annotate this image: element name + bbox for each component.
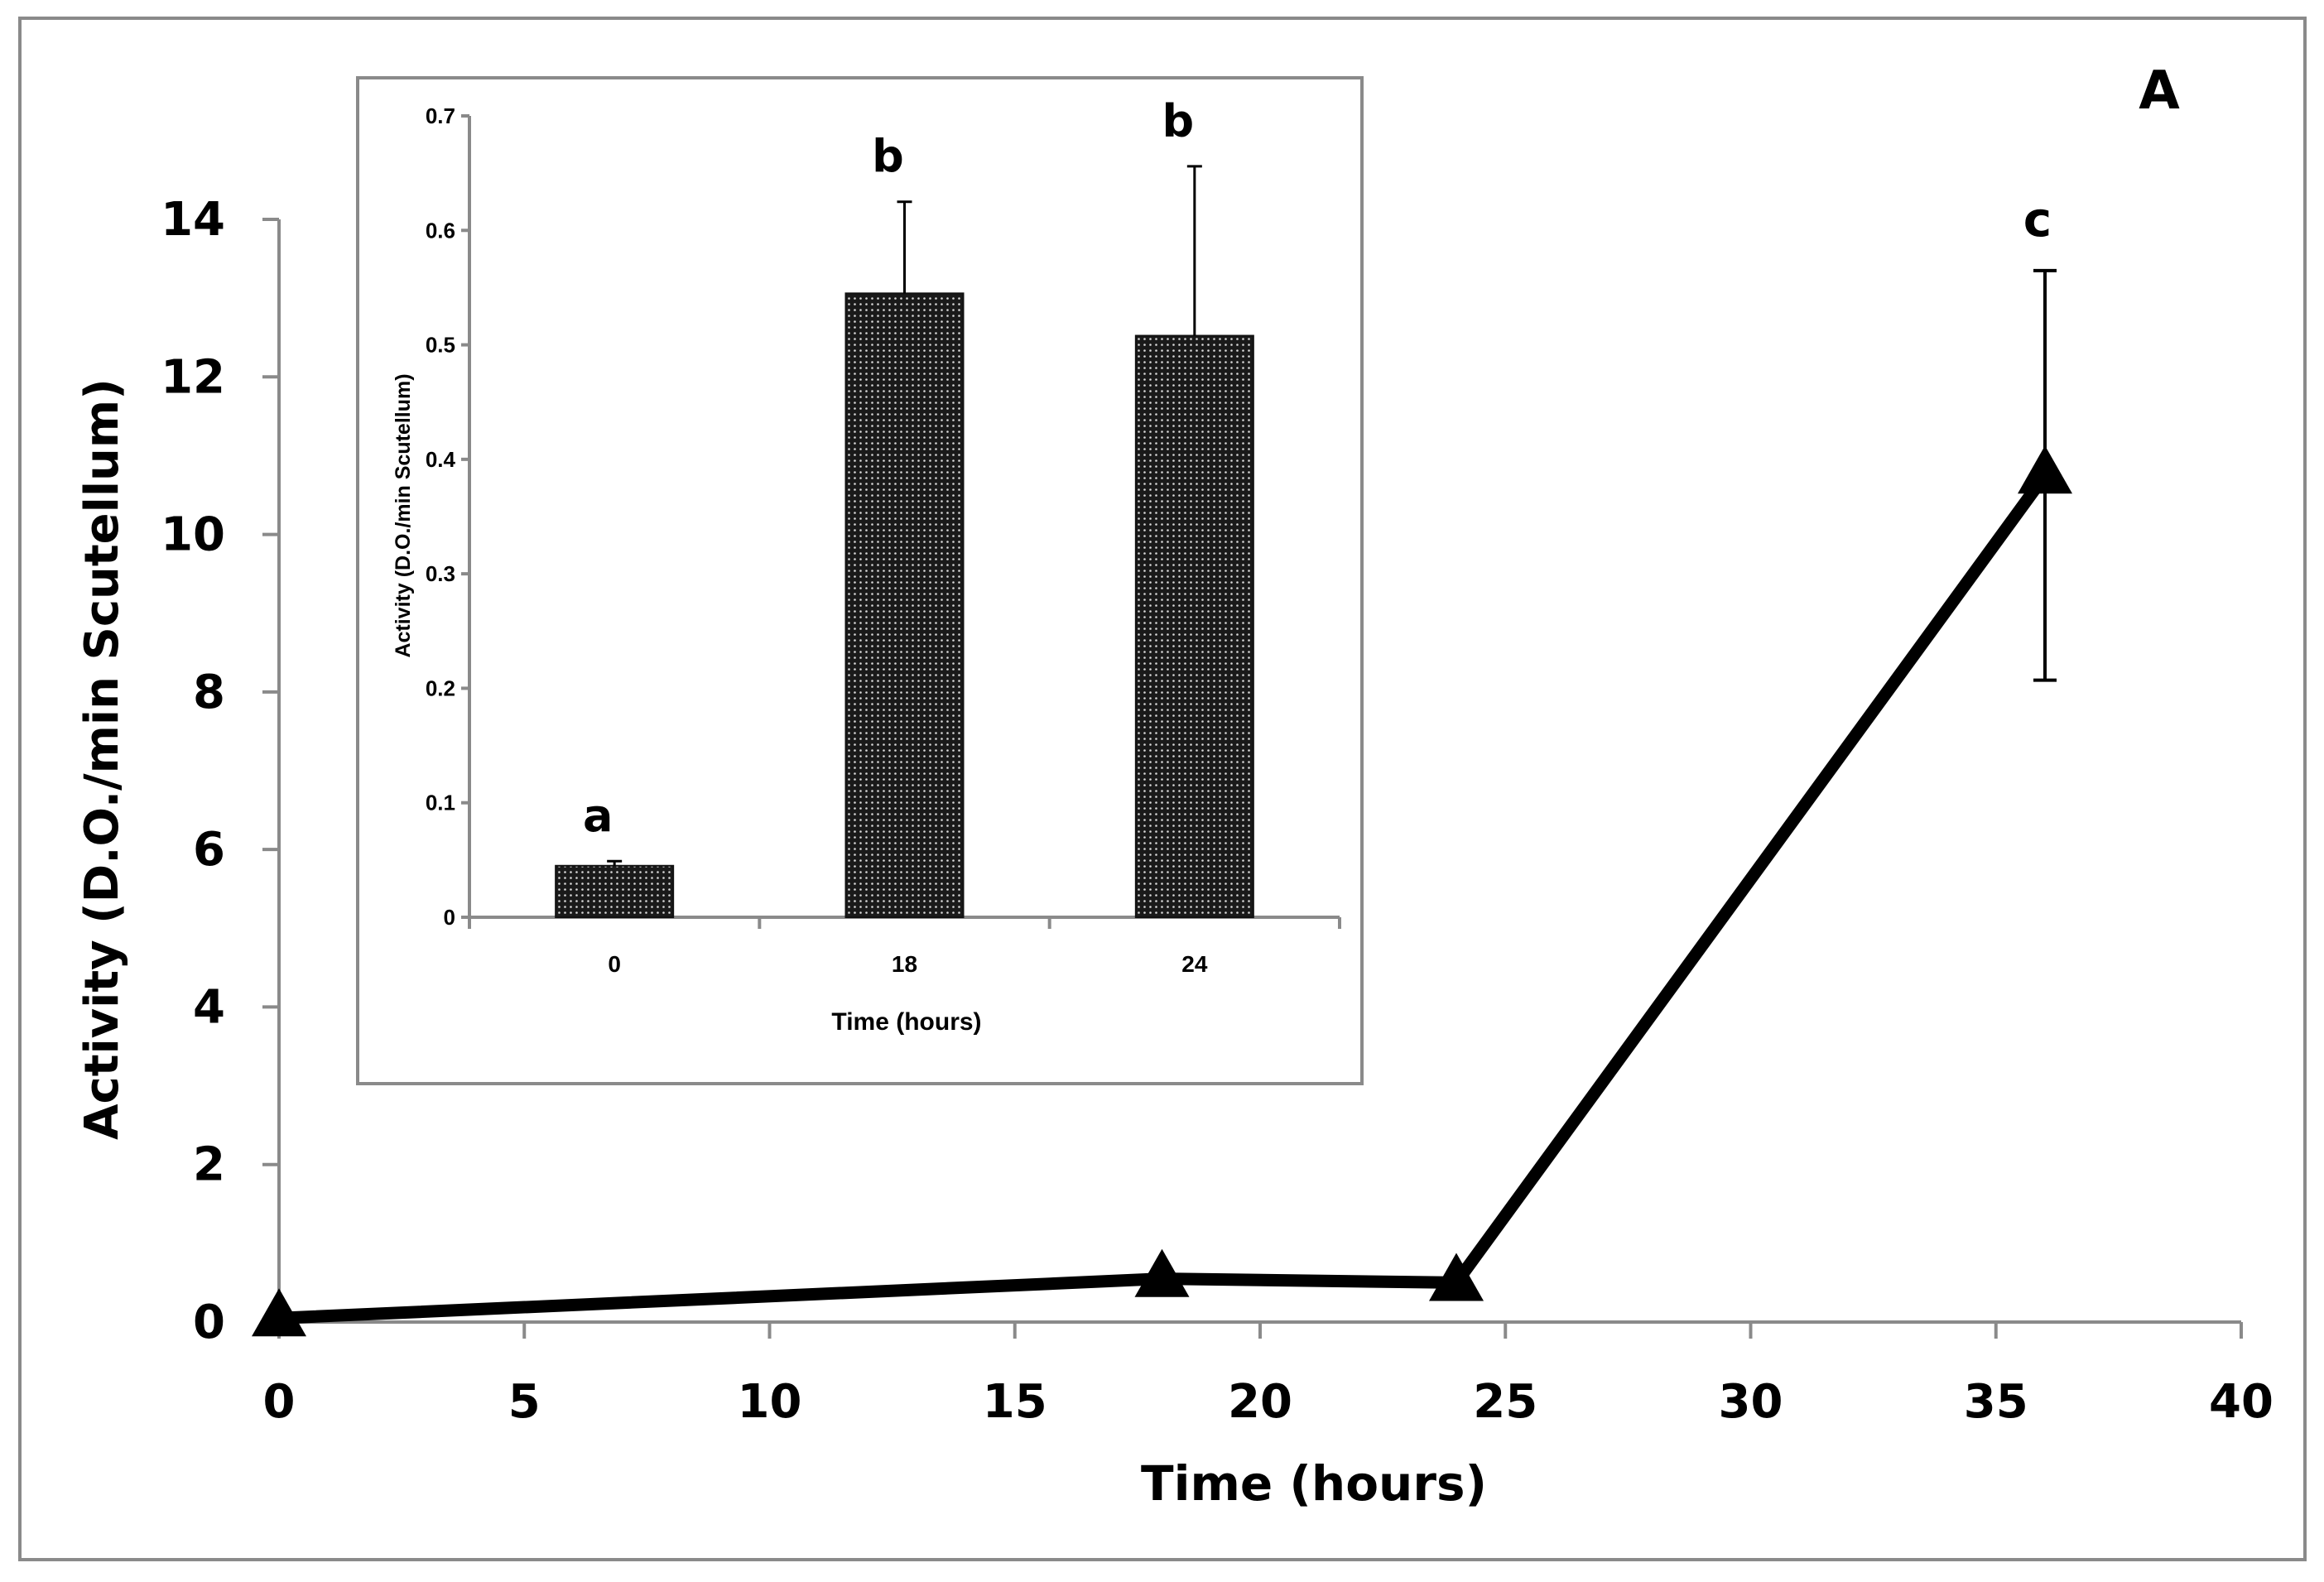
series-line (278, 471, 2051, 1325)
inset-y-axis-label: Activity (D.O./min Scutellum) (392, 373, 415, 657)
panel-label: A (2139, 60, 2180, 122)
main-plot-marks: c (252, 191, 2072, 1337)
inset-y-tick-label: 0.4 (426, 447, 456, 472)
main-y-tick-label: 2 (193, 1138, 225, 1192)
main-x-tick-label: 25 (1473, 1375, 1537, 1429)
main-y-tick-label: 6 (193, 823, 225, 877)
main-x-axis-label: Time (hours) (1141, 1455, 1487, 1512)
main-y-tick-label: 10 (161, 508, 225, 562)
inset-x-tick-label: 18 (892, 951, 917, 977)
main-x-tick-label: 5 (508, 1375, 541, 1429)
inset-y-tick-label: 0.1 (426, 791, 455, 815)
main-y-tick-label: 12 (161, 350, 225, 404)
inset-y-tick-label: 0.6 (426, 218, 455, 243)
inset-y-tick-label: 0 (444, 905, 455, 930)
main-x-tick-label: 40 (2209, 1375, 2273, 1429)
inset-significance-letter: b (1162, 95, 1195, 147)
inset-x-tick-label: 24 (1181, 951, 1208, 977)
inset-y-tick-label: 0.7 (426, 103, 455, 128)
main-x-tick-label: 35 (1964, 1375, 2028, 1429)
main-y-tick-label: 0 (193, 1296, 225, 1349)
data-point-triangle (2018, 445, 2072, 494)
main-x-tick-label: 20 (1228, 1375, 1292, 1429)
main-x-tick-label: 15 (983, 1375, 1047, 1429)
inset-plot-marks: a b b (555, 95, 1254, 919)
data-point-triangle (1134, 1248, 1190, 1297)
main-y-tick-label: 4 (193, 980, 225, 1034)
inset-y-tick-label: 0.3 (426, 561, 455, 586)
significance-letter: c (2023, 191, 2052, 248)
inset-bar (844, 292, 965, 919)
data-point-triangle (1429, 1253, 1484, 1301)
inset-bar (1134, 334, 1254, 919)
inset-bar (555, 864, 675, 919)
inset-y-tick-label: 0.5 (426, 333, 455, 358)
main-y-axis-label: Activity (D.O./min Scutellum) (75, 378, 129, 1140)
inset-x-axis-label: Time (hours) (831, 1008, 981, 1036)
inset-significance-letter: b (872, 131, 904, 183)
main-y-tick-label: 8 (193, 666, 225, 719)
inset-x-tick-label: 0 (608, 951, 621, 977)
inset-significance-letter: a (583, 790, 613, 842)
main-y-tick-label: 14 (161, 193, 225, 247)
main-x-tick-label: 10 (738, 1375, 802, 1429)
data-point-triangle (252, 1288, 306, 1337)
inset-y-tick-label: 0.2 (426, 676, 455, 700)
main-x-tick-label: 0 (263, 1375, 296, 1429)
main-x-tick-label: 30 (1719, 1375, 1783, 1429)
